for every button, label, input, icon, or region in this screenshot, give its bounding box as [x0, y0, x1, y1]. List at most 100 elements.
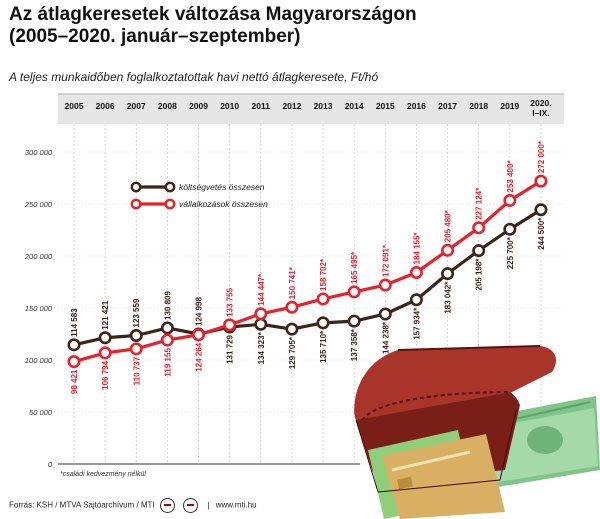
x-tick-label: 2007: [127, 101, 146, 111]
chart-subtitle: A teljes munkaidőben foglalkoztatottak h…: [9, 70, 379, 84]
x-tick-label: 2008: [158, 101, 177, 111]
legend-label: vállalkozások összesen: [179, 199, 268, 209]
data-point: [254, 317, 268, 331]
data-label: 124 998: [195, 297, 204, 326]
title-line-1: Az átlagkeresetek változása Magyarország…: [9, 4, 417, 25]
page-title: Az átlagkeresetek változása Magyarország…: [9, 4, 594, 48]
x-axis-ticks: 2005 2006 2007 2008 2009 2010 2011 2012 2013 2014…: [65, 98, 552, 118]
data-label: 158 702*: [319, 258, 328, 291]
x-tick-label: 2019: [500, 101, 519, 111]
data-label: 119 155: [163, 348, 172, 377]
data-point: [441, 243, 455, 257]
x-tick-label: 2016: [407, 101, 426, 111]
y-tick-label: 200 000: [24, 252, 53, 261]
data-point: [129, 328, 143, 342]
x-tick-label: 2013: [314, 101, 333, 111]
data-point: [472, 221, 486, 235]
title-line-2: (2005–2020. január–szeptember): [9, 26, 301, 47]
data-point: [409, 293, 423, 307]
data-label: 121 421: [101, 300, 110, 329]
data-point: [534, 203, 548, 217]
data-label: 98 421: [70, 369, 79, 394]
data-label: 135 710*: [319, 330, 328, 363]
data-point: [285, 322, 299, 336]
data-point: [98, 331, 112, 345]
data-label: 106 794: [101, 360, 110, 389]
y-tick-label: 50 000: [29, 408, 53, 417]
year-header-band: [58, 93, 564, 124]
data-label: 144 447*: [257, 273, 266, 306]
data-label: 225 700*: [506, 236, 515, 269]
y-tick-label: 250 000: [24, 200, 53, 209]
data-label: 144 238*: [381, 321, 390, 354]
data-label: 157 934*: [412, 307, 421, 340]
y-tick-label: 300 000: [25, 148, 53, 157]
data-label: 133 755: [226, 287, 235, 316]
x-tick-label: 2010: [220, 101, 239, 111]
x-tick-label: 2018: [469, 101, 488, 111]
data-label: 110 737: [132, 356, 141, 385]
data-label: 129 705*: [288, 336, 297, 369]
x-tick-label: 2020. I–IX.: [530, 98, 551, 118]
x-tick-label: 2015: [376, 101, 395, 111]
footnote: *családi kedvezmény nélkül: [60, 471, 146, 478]
data-point: [316, 316, 330, 330]
series-line-vallalkozasok: [73, 179, 542, 364]
source-text: Forrás: KSH / MTVA Sajtóarchívum / MTI: [9, 500, 155, 510]
data-label: 205 480*: [444, 209, 453, 242]
wallet-illustration: [354, 345, 600, 519]
data-label: 184 155*: [412, 232, 421, 265]
data-point: [378, 278, 392, 292]
data-label: 272 000*: [537, 140, 546, 173]
data-point: [285, 300, 299, 314]
data-point: [316, 292, 330, 306]
footer: Forrás: KSH / MTVA Sajtóarchívum / MTI |…: [9, 498, 257, 513]
data-label: 124 264: [195, 342, 204, 371]
data-point: [378, 307, 392, 321]
data-label: 165 495*: [350, 251, 359, 284]
data-label: 130 809: [163, 290, 172, 319]
mti-logo-icon: [183, 498, 199, 513]
data-point: [534, 174, 548, 188]
x-tick-label: 2006: [96, 101, 115, 111]
data-label: 205 198*: [475, 258, 484, 291]
data-point: [441, 267, 455, 281]
x-tick-label: 2009: [189, 101, 208, 111]
data-label: 244 500*: [537, 217, 546, 250]
y-tick-label: 150 000: [25, 304, 53, 313]
chart-grid: [58, 124, 564, 465]
source-url: www.mti.hu: [215, 500, 257, 510]
data-point: [98, 346, 112, 360]
data-point: [503, 193, 517, 207]
y-tick-label: 100 000: [25, 356, 53, 365]
wallet-flap-shape: [354, 346, 556, 420]
data-label: 114 583: [70, 308, 79, 337]
data-point: [160, 321, 174, 335]
data-label: 150 741*: [288, 266, 297, 299]
credit-card-illustration: [368, 430, 505, 519]
data-label: 253 400*: [506, 160, 515, 193]
data-point: [67, 355, 81, 369]
data-label: 134 323*: [257, 331, 266, 364]
data-point: [67, 338, 81, 352]
data-point: [472, 244, 486, 258]
data-point: [503, 222, 517, 236]
data-labels: 114 583 98 421 121 421 106 794 123 559 110 73…: [60, 140, 546, 478]
data-label: 123 559: [132, 298, 141, 327]
x-tick-label: 2011: [252, 101, 271, 111]
data-label: 172 091*: [381, 244, 390, 277]
data-point: [192, 328, 206, 342]
data-point: [347, 314, 361, 328]
data-label: 137 358*: [350, 328, 359, 361]
x-tick-label: 2017: [438, 101, 457, 111]
data-label: 183 042*: [444, 281, 453, 314]
data-point: [254, 307, 268, 321]
data-point: [409, 265, 423, 279]
x-tick-label: 2014: [345, 101, 364, 111]
data-label: 131 729: [226, 334, 235, 363]
data-point: [160, 333, 174, 347]
data-point: [223, 318, 237, 332]
y-axis-ticks: 0 50 000 100 000 150 000 200 000 250 000 300 0…: [24, 148, 53, 469]
y-tick-label: 0: [48, 460, 53, 469]
